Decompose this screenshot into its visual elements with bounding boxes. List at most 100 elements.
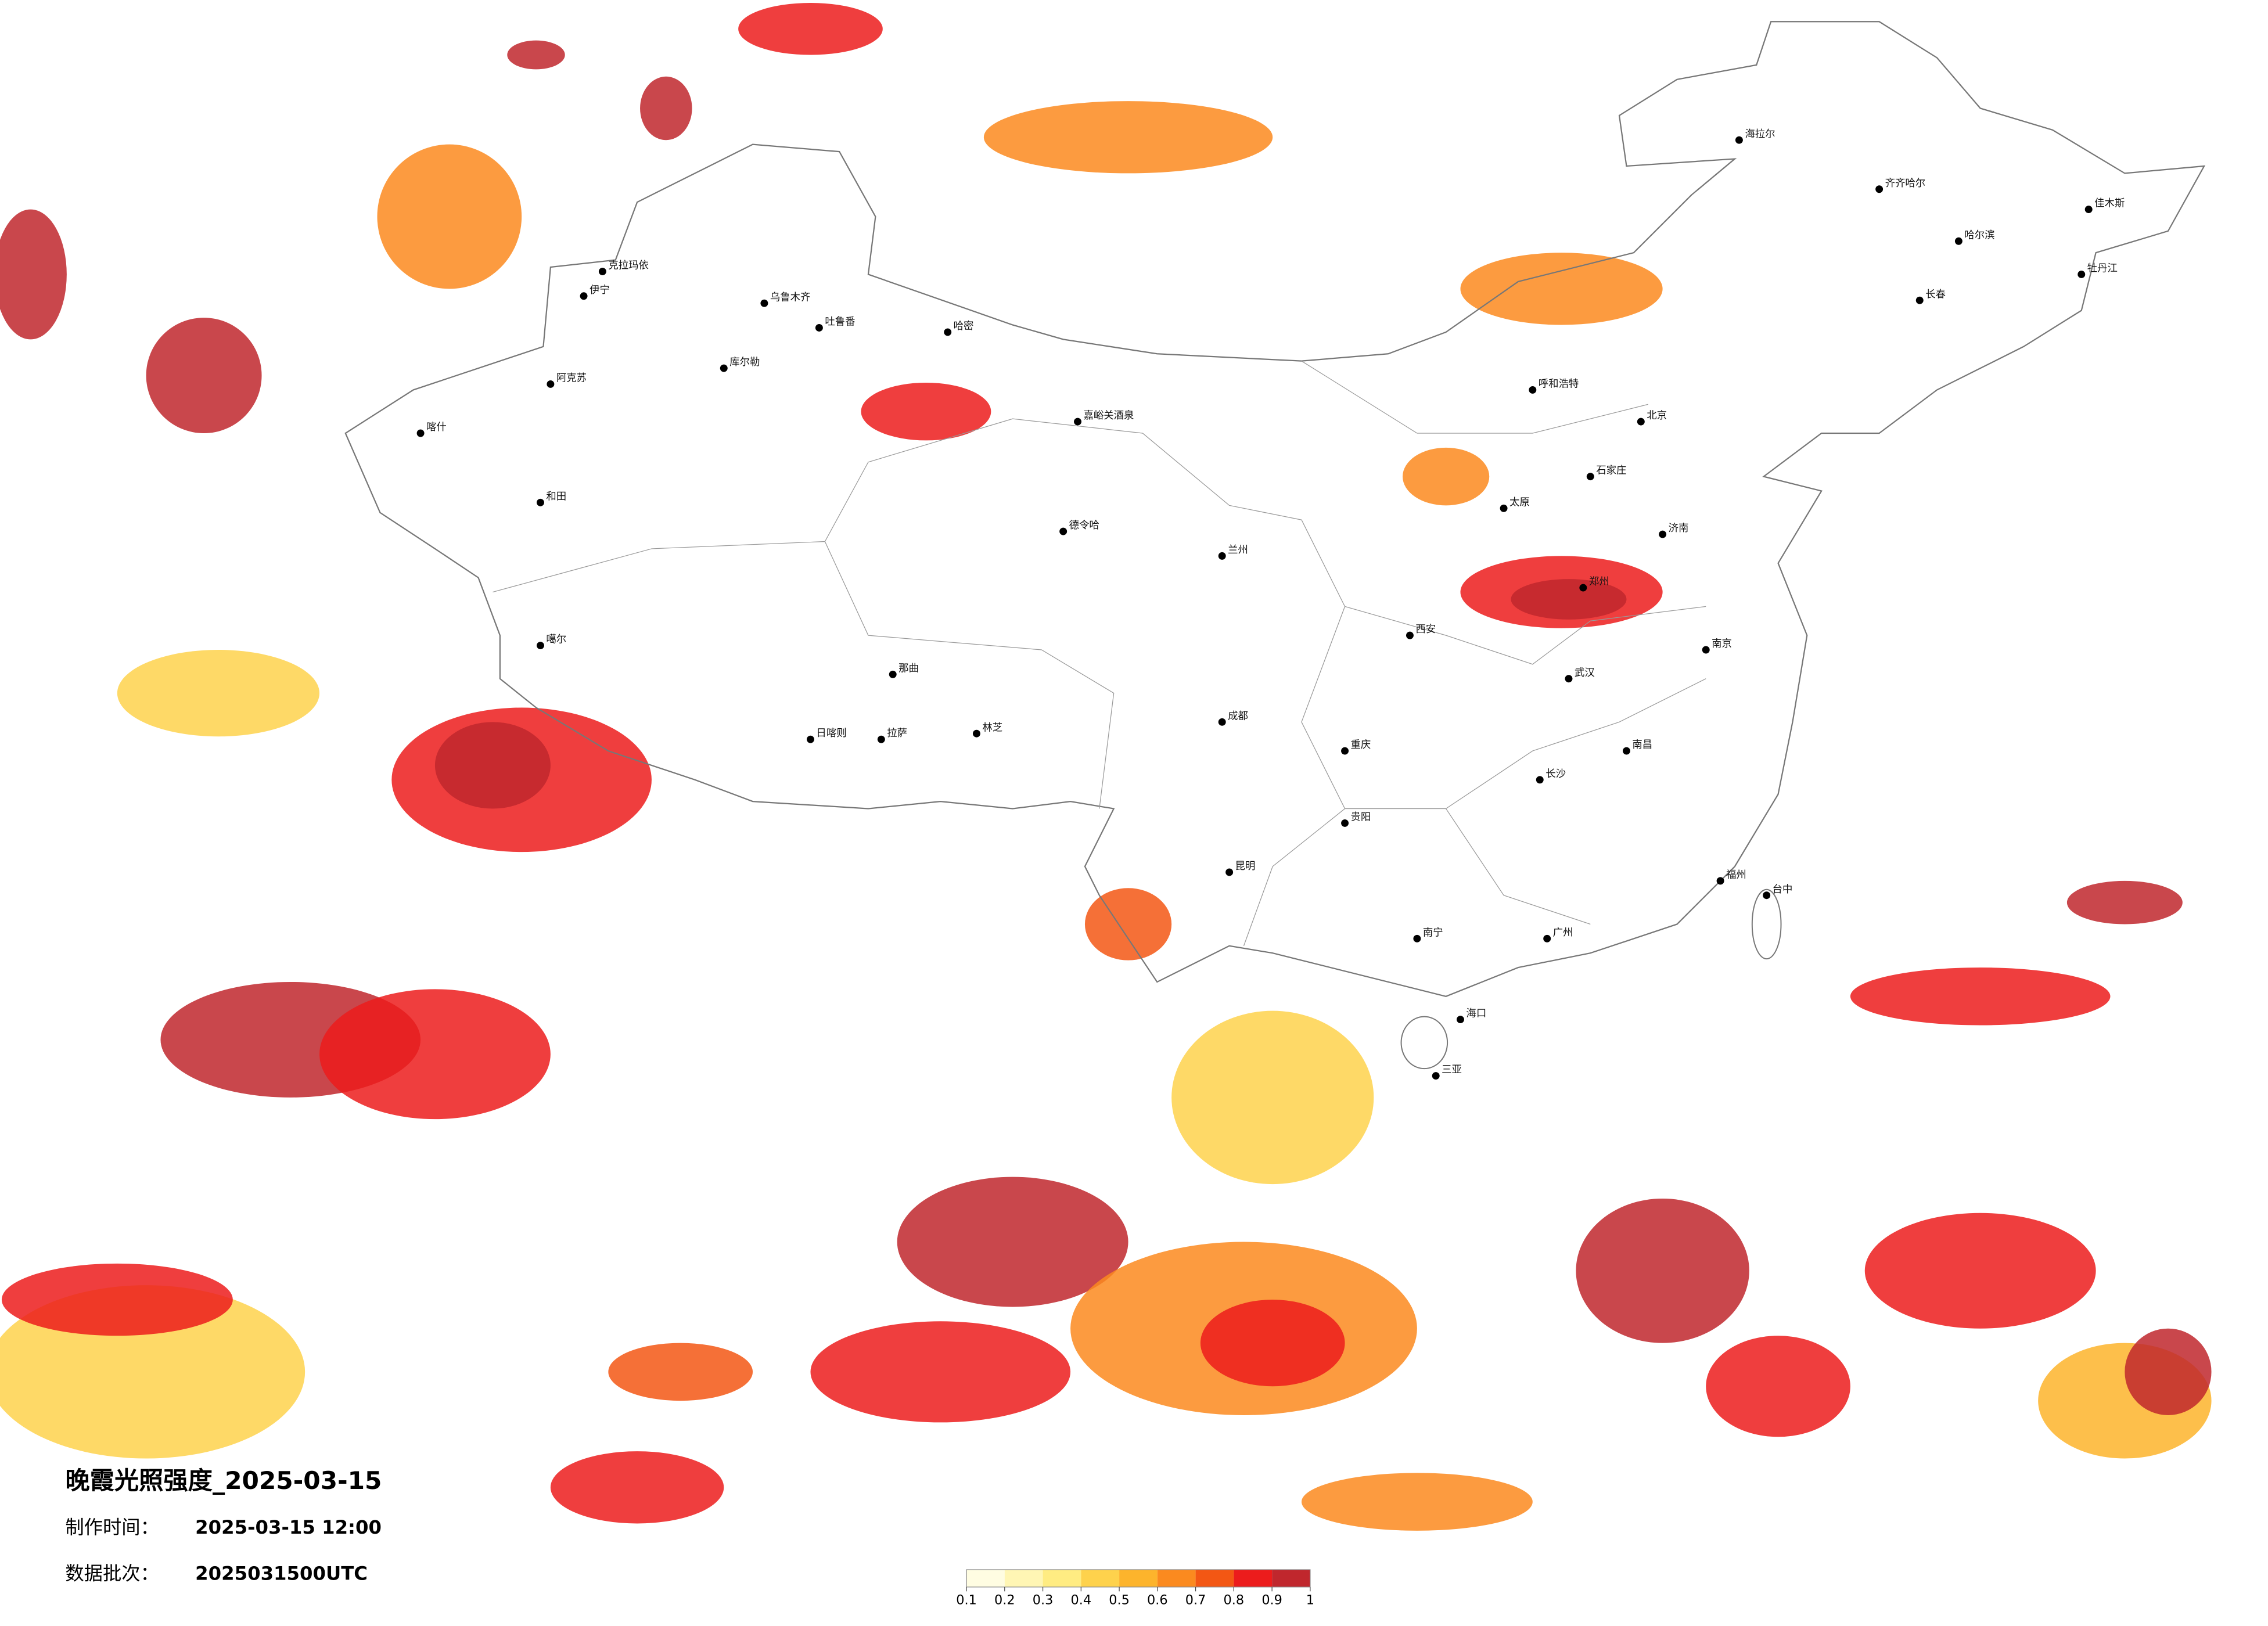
city-label: 南昌 xyxy=(1632,739,1652,751)
colorbar-segment xyxy=(1195,1570,1234,1587)
colorbar-segment xyxy=(1272,1570,1310,1587)
heat-patch xyxy=(146,318,262,434)
city-label: 台中 xyxy=(1773,884,1793,895)
city-dot xyxy=(1763,891,1771,900)
heat-patch xyxy=(1084,888,1172,961)
city-dot xyxy=(1059,527,1067,535)
city-dot xyxy=(1622,747,1630,755)
city-dot xyxy=(1954,237,1963,245)
city-dot xyxy=(1500,504,1508,512)
city-dot xyxy=(2084,206,2093,214)
city-label: 太原 xyxy=(1509,497,1530,508)
colorbar-tick-label: 0.5 xyxy=(1109,1593,1130,1608)
city-label: 兰州 xyxy=(1228,544,1248,556)
city-dot xyxy=(1529,386,1537,394)
city-dot xyxy=(1735,136,1743,144)
made-label: 制作时间： xyxy=(65,1516,159,1538)
city-dot xyxy=(1586,473,1594,481)
city-label: 北京 xyxy=(1647,410,1667,422)
heat-patch xyxy=(1864,1213,2096,1329)
city-dot xyxy=(972,729,980,738)
city-label: 哈尔滨 xyxy=(1964,229,1994,241)
city-label: 南京 xyxy=(1712,638,1732,650)
heat-patch xyxy=(2066,880,2183,924)
city-label: 佳木斯 xyxy=(2094,198,2125,210)
colorbar: 0.1 0.2 0.3 0.4 0.5 0.6 0.7 0.8 0.9 1 xyxy=(956,1569,1314,1608)
colorbar-tick-label: 0.4 xyxy=(1071,1593,1092,1608)
city-label: 德令哈 xyxy=(1069,520,1099,531)
city-dot xyxy=(1565,675,1573,683)
heat-patch xyxy=(1200,1300,1345,1387)
heat-patch xyxy=(377,144,522,289)
city-label: 阿克苏 xyxy=(556,373,587,384)
city-dot xyxy=(416,429,425,437)
batch-label: 数据批次： xyxy=(65,1562,159,1584)
colorbar-segment xyxy=(1157,1570,1196,1587)
city-label: 郑州 xyxy=(1589,576,1609,588)
colorbar-tick-label: 1 xyxy=(1306,1593,1314,1608)
city-dot xyxy=(1457,1016,1464,1024)
city-label: 嘉峪关酒泉 xyxy=(1083,410,1134,422)
city-dot xyxy=(1637,418,1645,426)
city-dot xyxy=(1875,185,1884,193)
heat-patch xyxy=(117,650,320,737)
city-dot xyxy=(1432,1072,1440,1080)
colorbar-tick-label: 0.1 xyxy=(956,1593,977,1608)
colorbar-segment xyxy=(1234,1570,1273,1587)
heat-patch xyxy=(608,1343,753,1401)
city-dot xyxy=(1406,631,1414,639)
city-dot xyxy=(1413,934,1421,942)
city-label: 海拉尔 xyxy=(1745,128,1775,140)
heat-patch xyxy=(1576,1198,1749,1343)
heat-patch xyxy=(1850,967,2111,1026)
heat-patch xyxy=(550,1451,724,1524)
heat-patch xyxy=(1171,1010,1374,1185)
colorbar-tick-label: 0.8 xyxy=(1224,1593,1245,1608)
city-label: 乌鲁木齐 xyxy=(770,292,811,303)
city-dot xyxy=(1543,934,1551,942)
city-label: 牡丹江 xyxy=(2087,263,2118,275)
heat-patch xyxy=(897,1177,1128,1307)
heat-patch xyxy=(1706,1336,1850,1437)
heat-patch xyxy=(507,40,565,70)
city-label: 武汉 xyxy=(1575,667,1595,679)
china-border xyxy=(344,21,2206,997)
city-dot xyxy=(1341,747,1349,755)
city-dot xyxy=(1915,296,1924,304)
city-label: 石家庄 xyxy=(1596,465,1626,477)
city-dot xyxy=(807,735,814,743)
city-dot xyxy=(547,380,555,388)
city-dot xyxy=(1702,646,1710,654)
city-label: 呼和浩特 xyxy=(1539,378,1579,390)
heat-patch xyxy=(1301,1473,1533,1531)
city-label: 和田 xyxy=(546,491,566,502)
colorbar-tick-label: 0.9 xyxy=(1261,1593,1282,1608)
city-dot xyxy=(1225,868,1234,876)
city-label: 福州 xyxy=(1726,869,1746,881)
heat-patch xyxy=(1,1263,233,1336)
city-dot xyxy=(1659,530,1667,538)
colorbar-segment xyxy=(1119,1570,1158,1587)
heat-patch xyxy=(640,76,692,141)
colorbar-segment xyxy=(1004,1570,1043,1587)
city-dot xyxy=(1536,776,1544,784)
city-label: 西安 xyxy=(1415,624,1436,635)
city-label: 昆明 xyxy=(1235,861,1256,872)
heat-patch xyxy=(738,2,883,55)
city-label: 贵阳 xyxy=(1351,811,1371,823)
heat-patch xyxy=(434,722,551,809)
city-dot xyxy=(1218,718,1226,726)
city-label: 林芝 xyxy=(982,722,1002,733)
city-dot xyxy=(537,642,544,650)
city-dot xyxy=(815,324,823,332)
colorbar-tick-label: 0.3 xyxy=(1033,1593,1054,1608)
colorbar-tick-label: 0.2 xyxy=(994,1593,1015,1608)
colorbar-segment xyxy=(1043,1570,1081,1587)
city-label: 三亚 xyxy=(1442,1064,1462,1076)
heat-patch xyxy=(1403,447,1490,506)
hainan-border xyxy=(1400,1016,1448,1070)
city-dot xyxy=(1716,877,1724,885)
colorbar-tick-label: 0.7 xyxy=(1185,1593,1206,1608)
